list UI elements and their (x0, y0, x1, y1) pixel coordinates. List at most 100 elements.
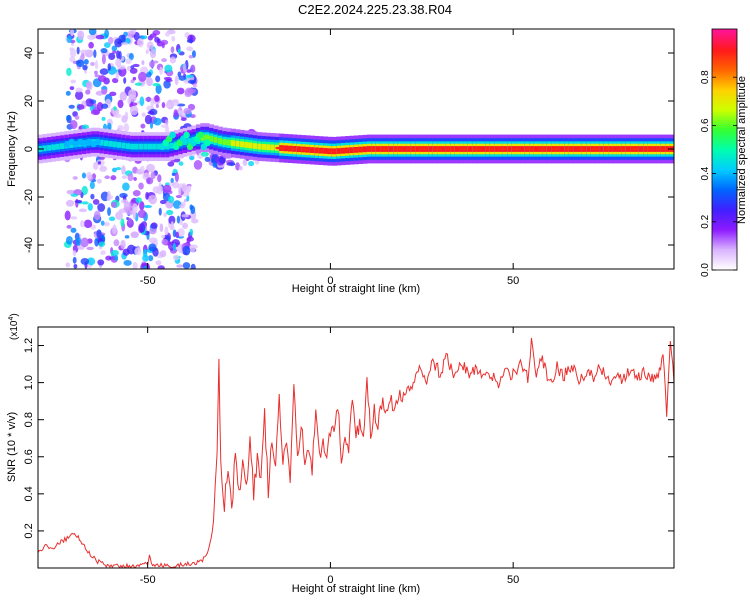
noise-blob (69, 47, 74, 51)
noise-blob (139, 96, 145, 107)
noise-blob (170, 177, 174, 183)
noise-blob (113, 113, 122, 119)
y-tick-label: 40 (23, 47, 35, 59)
x-tick-label: 50 (507, 275, 519, 287)
band-blob (94, 138, 101, 145)
colorbar-cell (712, 163, 737, 167)
colorbar-cell (712, 105, 737, 108)
band-cell (112, 141, 118, 148)
colorbar-cell (712, 99, 737, 102)
band-cell (257, 143, 263, 150)
colorbar-cell (712, 261, 737, 265)
band-cell (182, 139, 188, 146)
colorbar-cell (712, 117, 737, 120)
noise-blob (154, 95, 160, 102)
noise-blob (218, 156, 226, 164)
noise-blob (161, 58, 168, 63)
noise-blob (66, 114, 72, 124)
noise-blob (103, 221, 110, 227)
band-peak (446, 147, 455, 151)
band-cell (546, 146, 552, 152)
band-peak (577, 147, 586, 151)
colorbar-cell (712, 143, 737, 147)
noise-blob (142, 265, 148, 269)
colorbar-cell (712, 113, 737, 116)
band-peak (393, 147, 402, 151)
colorbar-cell (712, 59, 737, 62)
noise-blob (164, 119, 169, 126)
colorbar-cell (712, 177, 737, 181)
band-peak (301, 148, 310, 152)
noise-blob (66, 67, 72, 77)
band-peak (288, 147, 297, 151)
band-cell (103, 140, 109, 147)
noise-blob (94, 70, 98, 75)
noise-blob (132, 76, 137, 81)
band-peak (512, 147, 521, 151)
noise-blob (146, 77, 153, 87)
noise-blob (86, 82, 92, 89)
noise-blob (93, 210, 101, 221)
noise-blob (86, 171, 92, 180)
colorbar-cell (712, 173, 737, 177)
colorbar-cell (712, 31, 737, 34)
colorbar-cell (712, 43, 737, 46)
spectrogram-x-ticks: -50 0 50 (140, 29, 519, 287)
noise-blob (193, 160, 203, 170)
colorbar-cell (712, 51, 737, 54)
noise-blob (120, 218, 125, 227)
band-cell (99, 139, 105, 146)
noise-blob (178, 204, 185, 209)
noise-blob (150, 222, 158, 229)
colorbar-cell (712, 107, 737, 110)
noise-blob (68, 104, 75, 109)
colorbar-cell (712, 251, 737, 255)
noise-blob (157, 174, 162, 183)
colorbar-cell (712, 197, 737, 201)
colorbar-cell (712, 135, 737, 139)
noise-blob (141, 112, 146, 117)
band-cell (309, 147, 315, 153)
colorbar-cell (712, 47, 737, 50)
noise-blob (127, 173, 134, 182)
noise-blob (149, 227, 157, 235)
colorbar-cell (712, 267, 737, 271)
noise-blob (152, 186, 161, 194)
band-blob (169, 131, 176, 139)
band-peak (327, 150, 336, 153)
band-cell (125, 143, 131, 149)
colorbar-cell (712, 207, 737, 211)
noise-blob (143, 204, 153, 209)
colorbar-cell (712, 217, 737, 221)
noise-blob (159, 66, 163, 75)
noise-blob (70, 193, 78, 197)
noise-blob (89, 181, 95, 190)
noise-blob (123, 123, 130, 133)
colorbar-cell (712, 145, 737, 149)
noise-blob (111, 201, 118, 208)
colorbar-cell (712, 103, 737, 106)
colorbar-cell (712, 225, 737, 229)
snr-frame (37, 326, 675, 569)
colorbar-cell (712, 115, 737, 118)
noise-blob (66, 224, 72, 229)
noise-blob (129, 102, 138, 106)
band-blob (197, 131, 204, 139)
noise-blob (144, 114, 152, 125)
colorbar-tick-label: 0.8 (700, 70, 711, 84)
noise-blob (70, 216, 78, 220)
noise-blob (139, 201, 145, 211)
noise-blob (149, 48, 157, 59)
noise-blob (161, 101, 166, 109)
noise-blob (173, 254, 180, 261)
colorbar-tick-label: 0.2 (700, 214, 711, 228)
noise-blob (77, 104, 85, 110)
colorbar-cell (712, 149, 737, 153)
noise-blob (94, 60, 99, 70)
colorbar-cell (712, 137, 737, 141)
noise-blob (173, 109, 179, 118)
noise-blob (210, 158, 216, 164)
noise-blob (99, 165, 108, 172)
noise-blob (69, 56, 76, 63)
colorbar-cell (712, 129, 737, 133)
